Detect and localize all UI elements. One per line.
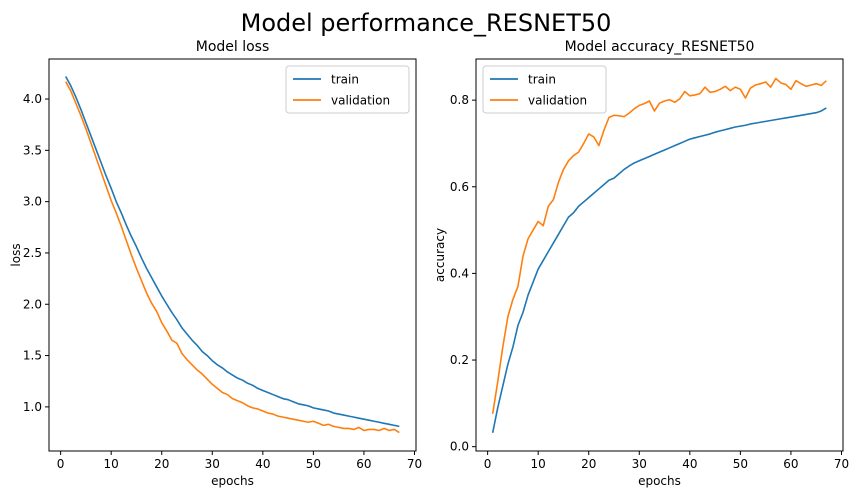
loss-legend-box [285,65,410,114]
loss-y-axis-label: loss [9,243,23,266]
accuracy-legend: train validation [482,65,607,114]
accuracy-x-tick-label: 0 [484,457,492,471]
accuracy-x-tick-label: 10 [531,457,546,471]
accuracy-x-tick-label: 20 [581,457,596,471]
loss-y-tick-label: 2.5 [23,246,42,260]
accuracy-chart: Model accuracy_RESNET50 0 10 20 30 40 50 60 70 0.… [433,39,849,488]
accuracy-y-tick-label: 0.6 [450,180,469,194]
loss-y-tick-label: 3.0 [23,195,42,209]
loss-x-tick-label: 10 [104,457,119,471]
accuracy-x-tick-label: 60 [783,457,798,471]
loss-chart-title: Model loss [196,39,270,55]
loss-y-tick-label: 1.0 [23,400,42,414]
loss-x-tick-label: 30 [205,457,220,471]
accuracy-x-tick-label: 50 [733,457,748,471]
loss-legend: train validation [285,65,410,114]
loss-axes-frame [48,58,417,452]
accuracy-x-tick-label: 70 [834,457,849,471]
accuracy-y-axis-label: accuracy [433,228,447,282]
loss-y-tick-label: 4.0 [23,92,42,106]
loss-chart: Model loss 0 10 20 30 40 50 60 70 1.0 1.5 2.0 2.5 3.0… [9,39,422,488]
loss-x-tick-label: 60 [356,457,371,471]
loss-x-tick-label: 40 [255,457,270,471]
loss-x-tick-label: 0 [57,457,65,471]
loss-x-tick-label: 50 [306,457,321,471]
accuracy-legend-label-train: train [528,73,556,87]
loss-y-tick-label: 1.5 [23,349,42,363]
accuracy-legend-box [482,65,607,114]
accuracy-legend-label-validation: validation [528,94,587,108]
loss-x-axis-label: epochs [211,474,254,488]
accuracy-y-tick-label: 0.4 [450,266,469,280]
loss-legend-label-train: train [331,73,359,87]
loss-x-tick-label: 70 [407,457,422,471]
accuracy-chart-title: Model accuracy_RESNET50 [565,39,755,55]
accuracy-x-tick-label: 30 [632,457,647,471]
accuracy-y-tick-label: 0.8 [450,93,469,107]
accuracy-y-tick-label: 0.0 [450,440,469,454]
loss-x-tick-label: 20 [154,457,169,471]
loss-legend-label-validation: validation [331,94,390,108]
figure-suptitle: Model performance_RESNET50 [241,9,612,37]
accuracy-x-tick-label: 40 [682,457,697,471]
loss-y-tick-label: 3.5 [23,143,42,157]
accuracy-x-axis-label: epochs [638,474,681,488]
loss-y-tick-label: 2.0 [23,297,42,311]
accuracy-axes-frame [475,58,844,452]
accuracy-y-tick-label: 0.2 [450,353,469,367]
